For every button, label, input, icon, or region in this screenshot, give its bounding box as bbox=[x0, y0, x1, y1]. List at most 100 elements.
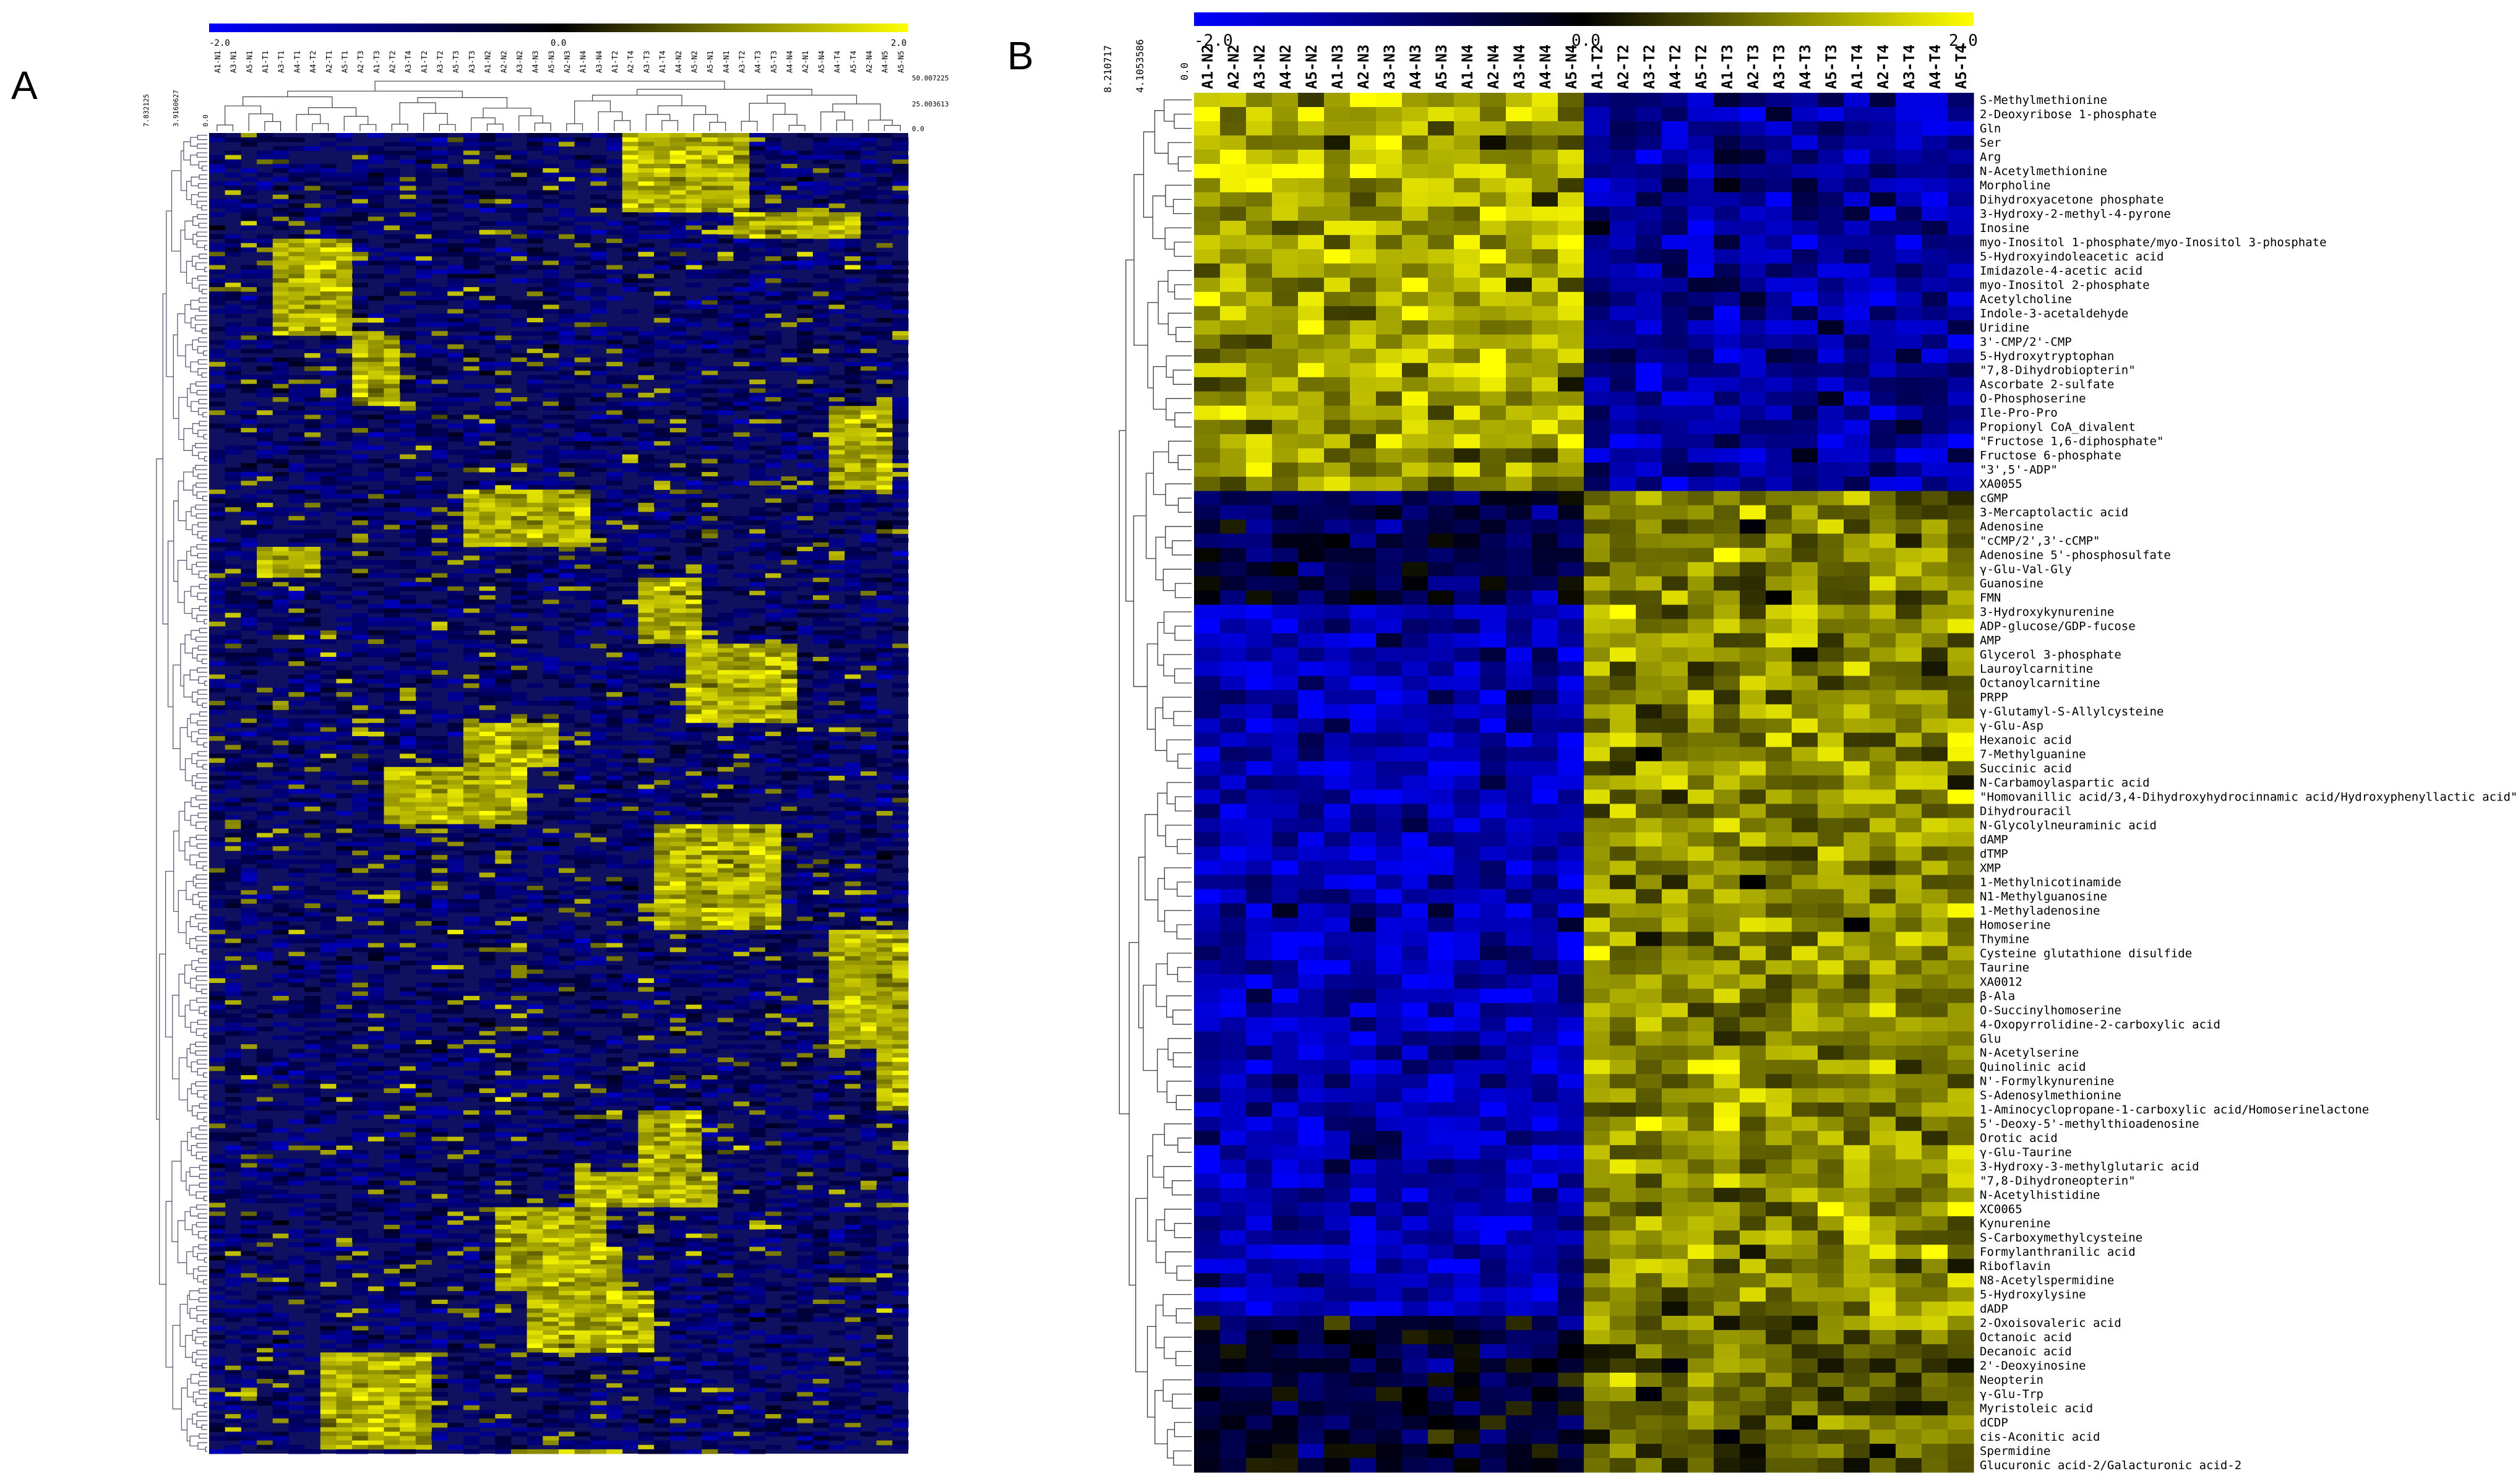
heatmap-a-cell bbox=[590, 546, 607, 552]
heatmap-a-cell bbox=[828, 802, 845, 807]
heatmap-a-cell bbox=[685, 674, 702, 679]
heatmap-a-cell bbox=[733, 520, 750, 525]
heatmap-a-cell bbox=[669, 797, 686, 803]
heatmap-a-cell bbox=[272, 168, 289, 173]
heatmap-a-cell bbox=[479, 538, 496, 543]
heatmap-a-cell bbox=[638, 564, 655, 570]
heatmap-a-cell bbox=[733, 731, 750, 737]
heatmap-a-cell bbox=[447, 635, 464, 640]
heatmap-a-cell bbox=[495, 661, 512, 666]
heatmap-a-cell bbox=[876, 181, 893, 186]
heatmap-a-cell bbox=[526, 300, 543, 306]
heatmap-a-cell bbox=[543, 529, 559, 534]
heatmap-a-cell bbox=[622, 533, 638, 539]
heatmap-a-cell bbox=[622, 666, 638, 671]
heatmap-a-cell bbox=[622, 142, 638, 147]
heatmap-a-cell bbox=[543, 217, 559, 221]
heatmap-a-cell bbox=[288, 419, 305, 424]
heatmap-a-cell bbox=[828, 247, 845, 252]
heatmap-a-cell bbox=[352, 828, 369, 834]
heatmap-a-cell bbox=[225, 568, 241, 574]
heatmap-a-cell bbox=[336, 278, 353, 283]
heatmap-a-cell bbox=[781, 221, 797, 226]
heatmap-a-cell bbox=[415, 313, 432, 319]
heatmap-a-cell bbox=[367, 392, 384, 398]
heatmap-a-cell bbox=[415, 203, 432, 208]
heatmap-a-cell bbox=[844, 595, 861, 600]
dendrogram-branch bbox=[198, 223, 207, 228]
heatmap-a-cell bbox=[510, 745, 528, 750]
heatmap-a-cell bbox=[876, 278, 893, 283]
heatmap-a-cell bbox=[225, 173, 241, 178]
heatmap-a-cell bbox=[495, 776, 512, 781]
heatmap-a-cell bbox=[590, 718, 607, 724]
heatmap-a-cell bbox=[717, 797, 734, 803]
heatmap-a-cell bbox=[765, 771, 782, 776]
dendrogram-branch bbox=[196, 1398, 207, 1406]
heatmap-a-cell bbox=[320, 252, 337, 257]
heatmap-a-cell bbox=[812, 745, 830, 750]
heatmap-a-cell bbox=[669, 577, 686, 583]
heatmap-a-cell bbox=[574, 520, 591, 525]
dendrogram-branch bbox=[190, 299, 200, 310]
heatmap-a-cell bbox=[495, 344, 512, 350]
dendrogram-branch bbox=[198, 337, 207, 343]
dendrogram-branch bbox=[199, 1371, 207, 1378]
heatmap-a-cell bbox=[812, 300, 830, 306]
heatmap-a-cell bbox=[431, 388, 448, 393]
heatmap-a-cell bbox=[781, 793, 797, 799]
heatmap-a-cell bbox=[702, 824, 718, 829]
heatmap-a-cell bbox=[447, 797, 464, 803]
heatmap-a-cell bbox=[447, 679, 464, 684]
heatmap-a-cell bbox=[225, 701, 241, 706]
heatmap-a-cell bbox=[272, 199, 289, 204]
heatmap-a-cell bbox=[257, 344, 273, 350]
dendrogram-branch bbox=[205, 1235, 207, 1241]
heatmap-a-cell bbox=[352, 388, 369, 393]
heatmap-a-cell bbox=[590, 371, 607, 375]
heatmap-a-cell bbox=[892, 181, 909, 186]
heatmap-a-cell bbox=[257, 203, 273, 208]
heatmap-a-cell bbox=[749, 564, 766, 570]
dendrogram-branch bbox=[198, 161, 207, 169]
heatmap-a-cell bbox=[510, 837, 528, 843]
heatmap-a-cell bbox=[272, 238, 289, 244]
heatmap-a-cell bbox=[272, 269, 289, 275]
heatmap-a-cell bbox=[241, 177, 257, 182]
heatmap-a-cell bbox=[320, 450, 337, 455]
heatmap-a-cell bbox=[320, 388, 337, 393]
heatmap-a-cell bbox=[685, 555, 702, 560]
heatmap-a-cell bbox=[685, 612, 702, 618]
heatmap-a-cell bbox=[272, 384, 289, 389]
heatmap-a-cell bbox=[336, 348, 353, 354]
heatmap-a-cell bbox=[749, 656, 766, 662]
heatmap-a-cell bbox=[717, 155, 734, 160]
heatmap-a-cell bbox=[844, 701, 861, 706]
heatmap-a-cell bbox=[559, 313, 575, 319]
heatmap-a-cell bbox=[685, 635, 702, 640]
heatmap-a-cell bbox=[638, 626, 655, 631]
heatmap-a-cell bbox=[288, 555, 305, 560]
heatmap-a-cell bbox=[685, 841, 702, 847]
heatmap-a-cell bbox=[844, 194, 861, 200]
heatmap-a-cell bbox=[495, 727, 512, 732]
heatmap-a-cell bbox=[781, 701, 797, 706]
heatmap-a-cell bbox=[479, 687, 496, 693]
heatmap-a-cell bbox=[495, 714, 512, 719]
heatmap-a-cell bbox=[733, 841, 750, 847]
heatmap-a-cell bbox=[638, 630, 655, 635]
heatmap-a-cell bbox=[590, 538, 607, 543]
heatmap-a-cell bbox=[400, 217, 416, 221]
heatmap-a-cell bbox=[828, 705, 845, 710]
heatmap-a-cell bbox=[352, 437, 369, 442]
dendrogram-branch bbox=[788, 124, 806, 131]
heatmap-a-cell bbox=[320, 317, 337, 323]
dendrogram-branch bbox=[197, 1112, 207, 1120]
heatmap-a-cell bbox=[543, 533, 559, 539]
heatmap-a-cell bbox=[876, 252, 893, 257]
heatmap-a-cell bbox=[384, 797, 400, 803]
heatmap-a-cell bbox=[559, 371, 575, 375]
heatmap-a-cell bbox=[765, 225, 782, 231]
heatmap-a-cell bbox=[622, 542, 638, 547]
heatmap-a-cell bbox=[288, 710, 305, 714]
